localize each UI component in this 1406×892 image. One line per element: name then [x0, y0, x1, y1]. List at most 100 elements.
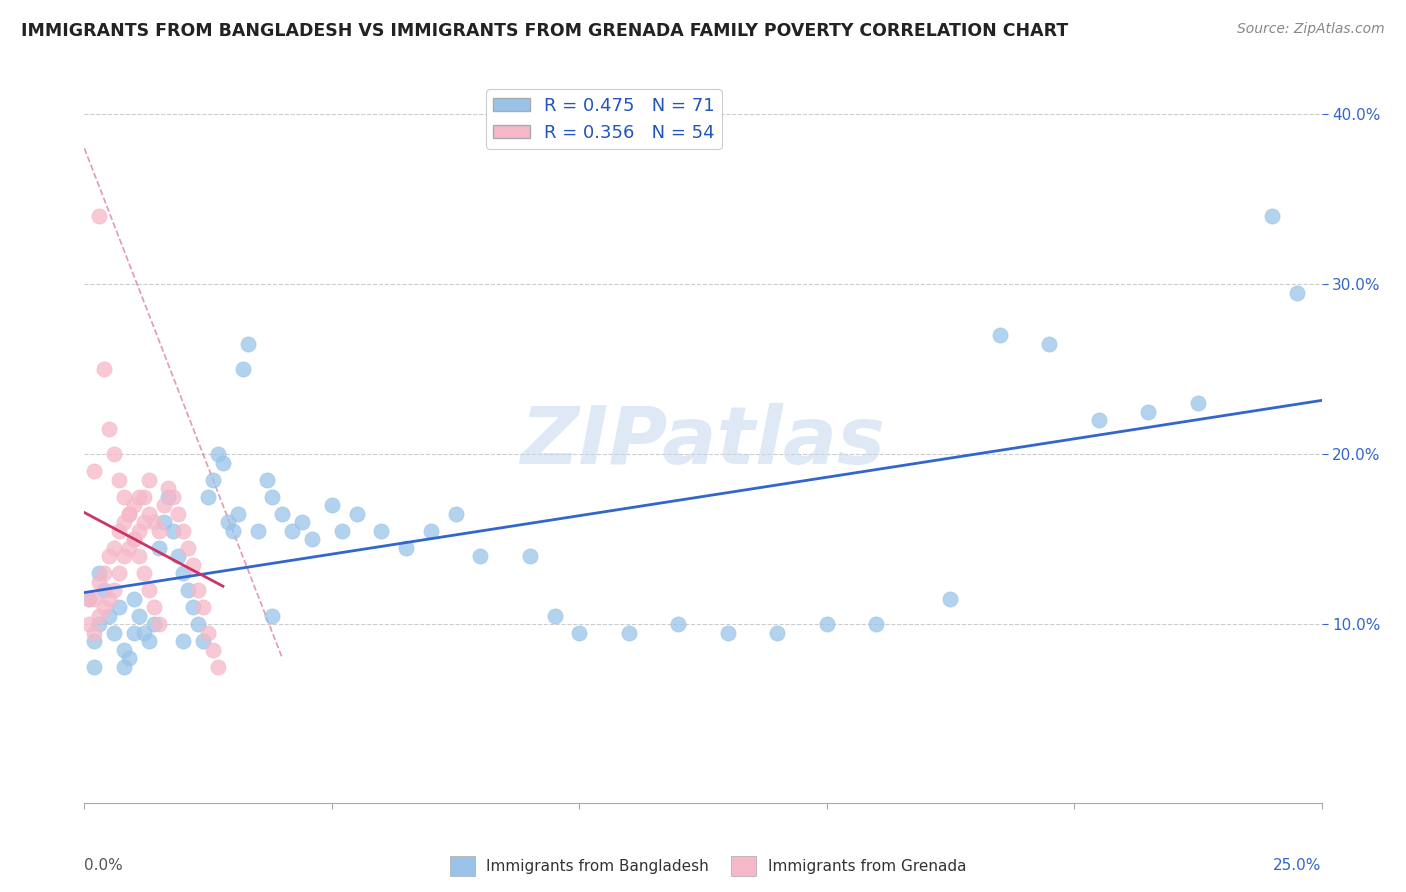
Point [122, 591, 145, 606]
Point [83, 625, 105, 640]
Point [142, 600, 165, 615]
Point [217, 516, 239, 530]
Point [103, 447, 125, 461]
Text: IMMIGRANTS FROM BANGLADESH VS IMMIGRANTS FROM GRENADA FAMILY POVERTY CORRELATION: IMMIGRANTS FROM BANGLADESH VS IMMIGRANTS… [21, 22, 1069, 40]
Point [83, 660, 105, 674]
Point [98, 591, 121, 606]
Point [128, 490, 150, 504]
Point [370, 524, 392, 538]
Text: Immigrants from Grenada: Immigrants from Grenada [768, 859, 966, 873]
Point [988, 328, 1011, 343]
Point [717, 625, 740, 640]
Point [330, 524, 353, 538]
Point [181, 600, 204, 615]
Point [89, 608, 111, 623]
Point [197, 490, 219, 504]
Point [122, 625, 145, 640]
Point [142, 617, 165, 632]
Point [172, 566, 194, 581]
Point [262, 490, 284, 504]
Point [122, 533, 145, 547]
Point [148, 524, 170, 538]
Point [83, 464, 105, 478]
Point [222, 524, 245, 538]
Point [79, 591, 101, 606]
Point [226, 507, 249, 521]
Point [191, 634, 214, 648]
Point [865, 617, 887, 632]
Point [148, 541, 170, 555]
Point [118, 541, 141, 555]
Point [191, 600, 214, 615]
Point [395, 541, 418, 555]
Point [128, 608, 150, 623]
Point [98, 608, 121, 623]
Point [301, 533, 323, 547]
Point [118, 507, 141, 521]
Point [232, 362, 254, 376]
Point [108, 566, 131, 581]
Legend: R = 0.475   N = 71, R = 0.356   N = 54: R = 0.475 N = 71, R = 0.356 N = 54 [486, 89, 721, 149]
Point [118, 651, 141, 665]
Point [177, 583, 200, 598]
Point [281, 524, 304, 538]
Point [543, 608, 565, 623]
Point [108, 524, 131, 538]
Point [172, 524, 194, 538]
Point [98, 549, 121, 564]
Point [148, 617, 170, 632]
Point [79, 591, 101, 606]
Point [444, 507, 467, 521]
Point [89, 209, 111, 223]
Point [202, 473, 225, 487]
Point [162, 524, 184, 538]
Point [112, 549, 135, 564]
Point [118, 507, 141, 521]
Point [93, 583, 115, 598]
Point [181, 558, 204, 572]
Point [202, 642, 225, 657]
Point [98, 422, 121, 436]
Point [666, 617, 689, 632]
Point [112, 660, 135, 674]
Text: 25.0%: 25.0% [1274, 858, 1322, 872]
Point [152, 498, 174, 512]
Point [122, 498, 145, 512]
Point [766, 625, 789, 640]
Point [83, 591, 105, 606]
Point [256, 473, 278, 487]
Point [207, 660, 229, 674]
Point [246, 524, 269, 538]
Point [1088, 413, 1111, 427]
Point [187, 617, 209, 632]
Point [162, 490, 184, 504]
Point [89, 566, 111, 581]
Text: ZIPatlas: ZIPatlas [520, 402, 886, 481]
Point [112, 642, 135, 657]
Point [419, 524, 441, 538]
Point [157, 490, 180, 504]
Point [187, 583, 209, 598]
Text: Immigrants from Bangladesh: Immigrants from Bangladesh [486, 859, 709, 873]
Point [103, 625, 125, 640]
Point [212, 456, 235, 470]
Point [108, 600, 131, 615]
Point [568, 625, 591, 640]
Point [108, 473, 131, 487]
Point [939, 591, 962, 606]
Point [1038, 336, 1060, 351]
Point [815, 617, 838, 632]
Point [167, 507, 190, 521]
Point [207, 447, 229, 461]
Text: Source: ZipAtlas.com: Source: ZipAtlas.com [1237, 22, 1385, 37]
Point [103, 541, 125, 555]
Point [167, 549, 190, 564]
Point [93, 362, 115, 376]
Point [83, 634, 105, 648]
Point [470, 549, 492, 564]
Point [128, 524, 150, 538]
Point [138, 473, 160, 487]
Point [152, 516, 174, 530]
Point [262, 608, 284, 623]
Point [271, 507, 294, 521]
